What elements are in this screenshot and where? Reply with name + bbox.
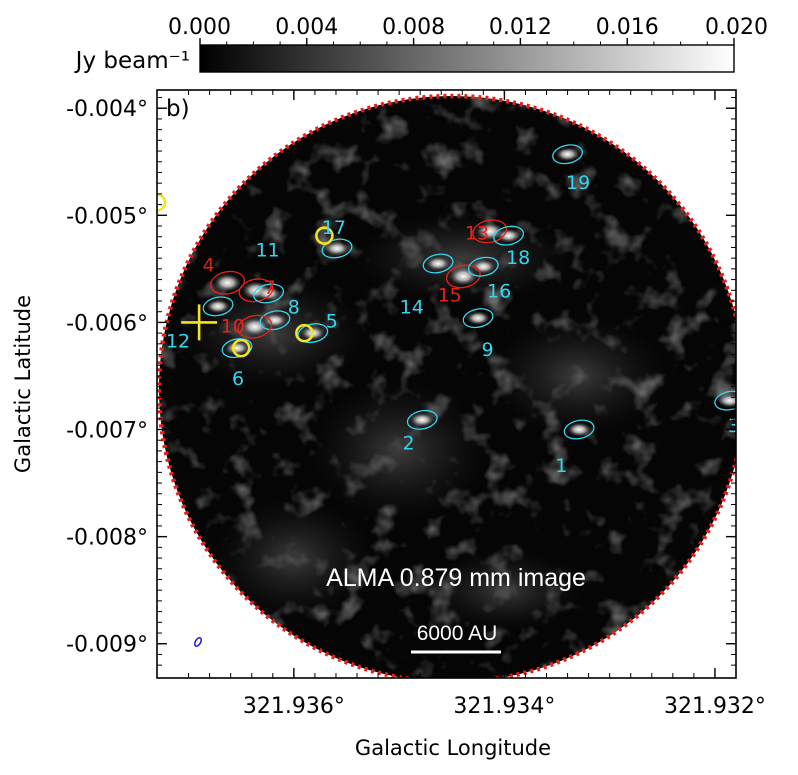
source-contour: [321, 238, 353, 259]
source-contour: [467, 256, 499, 277]
diffuse-patch: [488, 315, 669, 436]
source-label-14: 14: [400, 296, 424, 318]
source-emission: [213, 273, 242, 292]
source-contour: [406, 409, 438, 430]
source-label-19: 19: [566, 172, 590, 194]
source-emission: [466, 311, 491, 326]
colorbar-tick-label: 0.000: [168, 15, 231, 40]
beam-ellipse: [194, 637, 202, 647]
source-label-12: 12: [166, 331, 190, 353]
source-label-8: 8: [288, 296, 300, 318]
y-tick-label: -0.007°: [66, 419, 148, 444]
source-label-9: 9: [482, 339, 494, 361]
source-emission: [206, 299, 231, 314]
source-contour: [259, 310, 291, 331]
source-emission: [426, 256, 451, 271]
source-label-6: 6: [232, 368, 244, 390]
source-contour: [202, 296, 234, 317]
x-tick-label: 321.932°: [664, 694, 766, 719]
image-annotation: ALMA 0.879 mm image: [326, 564, 586, 592]
y-tick-label: -0.004°: [66, 97, 148, 122]
source-label-11: 11: [255, 240, 279, 262]
source-label-15: 15: [438, 285, 462, 307]
source-contour: [462, 308, 494, 329]
source-label-10: 10: [221, 316, 245, 338]
source-label-13: 13: [465, 222, 489, 244]
source-contour: [493, 225, 525, 246]
source-label-7: 7: [264, 277, 276, 299]
colorbar-label: Jy beam⁻¹: [74, 48, 190, 74]
y-tick-label: -0.005°: [66, 204, 148, 229]
y-tick-label: -0.009°: [66, 633, 148, 658]
source-contour: [422, 253, 454, 274]
source-emission: [240, 317, 269, 336]
yellow-markers: [157, 193, 334, 358]
source-label-2: 2: [403, 432, 415, 454]
compact-emission: [206, 147, 736, 437]
x-axis-title: Galactic Longitude: [355, 736, 551, 760]
x-axis-ticks: 321.936° 321.934° 321.932°: [188, 90, 766, 719]
colorbar-tick-label: 0.008: [382, 15, 445, 40]
y-axis-title: Galactic Latitude: [11, 295, 35, 473]
diffuse-patch: [309, 380, 490, 521]
diffuse-patch: [424, 550, 585, 631]
source-emission: [567, 422, 592, 437]
source-label-18: 18: [506, 247, 530, 269]
source-contour: [237, 314, 273, 339]
panel-label: b): [166, 96, 190, 122]
colorbar-tick-label: 0.012: [489, 15, 552, 40]
y-tick-label: -0.008°: [66, 526, 148, 551]
source-label-16: 16: [487, 280, 511, 302]
source-contours: [202, 144, 736, 440]
source-label-4: 4: [203, 255, 215, 277]
image-disk: [159, 96, 736, 678]
source-emission: [225, 341, 250, 356]
source-emission: [496, 228, 521, 243]
plot-frame: [156, 89, 737, 679]
colorbar-gradient: [199, 44, 735, 73]
source-emission: [555, 147, 580, 162]
diffuse-patch: [213, 498, 374, 619]
colorbar-tick-label: 0.020: [705, 15, 768, 40]
y-tick-label: -0.006°: [66, 311, 148, 336]
source-contour: [445, 264, 481, 289]
source-contour: [210, 270, 245, 295]
x-tick-label: 321.934°: [453, 694, 555, 719]
source-label-17: 17: [322, 217, 346, 239]
source-contour: [472, 219, 508, 244]
colorbar: 0.000 0.004 0.008 0.012 0.016 0.020 Jy beam⁻¹: [74, 15, 768, 74]
colorbar-tick-label: 0.004: [275, 15, 338, 40]
source-label-1: 1: [555, 455, 567, 477]
field-of-view-circle: [157, 93, 736, 678]
colorbar-tick-label: 0.016: [596, 15, 659, 40]
source-contour: [253, 283, 285, 304]
source-emission: [325, 241, 350, 256]
marker-circle: [315, 226, 334, 245]
source-contour: [714, 390, 736, 411]
source-emission: [449, 267, 478, 286]
diffuse-patch: [352, 213, 573, 304]
source-label-5: 5: [326, 310, 338, 332]
source-emission: [471, 259, 496, 274]
marker-circle: [231, 338, 251, 358]
source-emission: [410, 412, 435, 427]
x-tick-label: 321.936°: [243, 694, 345, 719]
source-contour: [552, 144, 584, 165]
source-contour: [563, 419, 595, 440]
y-axis-ticks: -0.004° -0.005° -0.006° -0.007° -0.008° -0.00…: [66, 96, 736, 666]
source-emission: [256, 286, 281, 301]
colorbar-ticks: 0.000 0.004 0.008 0.012 0.016 0.020: [168, 15, 768, 45]
marker-circle: [295, 323, 314, 343]
source-emission: [262, 313, 287, 328]
scale-bar-label: 6000 AU: [417, 622, 498, 645]
source-emission: [717, 393, 736, 408]
marker-circle: [157, 193, 167, 212]
source-label-3: 3: [728, 415, 740, 437]
